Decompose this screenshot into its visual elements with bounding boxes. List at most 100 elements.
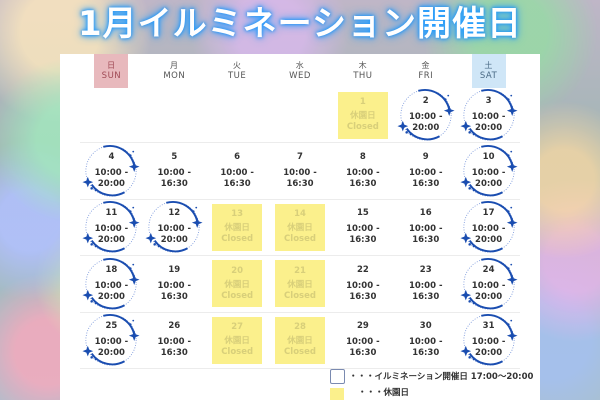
- day-cell-open: 9 10:00 -16:30: [394, 143, 457, 199]
- day-line2: Closed: [284, 234, 316, 245]
- day-content: 2 10:00 -20:00: [397, 88, 455, 142]
- day-line1: 休園日: [224, 279, 250, 290]
- empty-day-cell: [206, 88, 269, 142]
- weekday-jp: 水: [295, 61, 305, 70]
- day-content: 13 休園日 Closed: [212, 203, 263, 251]
- day-line1: 休園日: [224, 223, 250, 234]
- day-number: 19: [168, 264, 181, 275]
- calendar-grid: 1 休園日 Closed 2 10:00 -20:00 3 10:00 -20:00 4 10:…: [80, 88, 520, 369]
- weekday-en: WED: [289, 71, 311, 81]
- day-cell-open: 8 10:00 -16:30: [331, 143, 394, 199]
- day-number: 5: [171, 151, 178, 162]
- day-content: 7 10:00 -16:30: [273, 144, 327, 198]
- calendar-week: 1 休園日 Closed 2 10:00 -20:00 3 10:00 -20:00: [80, 88, 520, 143]
- day-line2: 16:30: [349, 291, 377, 302]
- day-content: 20 休園日 Closed: [212, 260, 263, 308]
- day-line2: 20:00: [475, 178, 503, 189]
- weekday-mon: 月 MON: [143, 54, 206, 88]
- day-cell-closed: 27 休園日 Closed: [206, 313, 269, 369]
- weekday-thu: 木 THU: [331, 54, 394, 88]
- day-content: 8 10:00 -16:30: [336, 144, 390, 198]
- legend-closed: ・・・休園日: [330, 384, 533, 400]
- day-line2: 20:00: [475, 123, 503, 133]
- day-line1: 10:00 -: [471, 112, 506, 122]
- day-number: 3: [485, 96, 492, 106]
- weekday-en: SUN: [101, 71, 122, 81]
- day-number: 8: [359, 151, 366, 162]
- day-cell-illumination: 11 10:00 -20:00: [80, 200, 143, 256]
- day-cell-illumination: 3 10:00 -20:00: [457, 88, 520, 142]
- weekday-jp: 木: [358, 61, 368, 70]
- day-line1: 10:00 -: [94, 224, 129, 235]
- day-line1: 休園日: [287, 336, 313, 347]
- legend-closed-label: ・・・休園日: [358, 388, 410, 398]
- weekday-en: SAT: [479, 71, 498, 81]
- day-cell-closed: 1 休園日 Closed: [331, 88, 394, 142]
- day-content: 25 10:00 -20:00: [82, 313, 140, 367]
- day-content: 15 10:00 -16:30: [336, 200, 390, 254]
- day-cell-open: 16 10:00 -16:30: [394, 200, 457, 256]
- day-line1: 10:00 -: [220, 167, 254, 178]
- weekday-jp: 火: [232, 61, 242, 70]
- day-number: 9: [422, 151, 429, 162]
- day-cell-open: 7 10:00 -16:30: [269, 143, 332, 199]
- day-content: 17 10:00 -20:00: [460, 200, 518, 254]
- day-cell-open: 29 10:00 -16:30: [331, 313, 394, 369]
- legend: ・・・イルミネーション開催日 17:00〜20:00 ・・・休園日: [330, 368, 533, 400]
- day-line2: 16:30: [412, 348, 440, 359]
- day-cell-illumination: 2 10:00 -20:00: [394, 88, 457, 142]
- day-content: 3 10:00 -20:00: [460, 88, 518, 142]
- day-cell-illumination: 12 10:00 -20:00: [143, 200, 206, 256]
- day-number: 20: [231, 265, 244, 276]
- day-content: 31 10:00 -20:00: [460, 313, 518, 367]
- day-cell-illumination: 17 10:00 -20:00: [457, 200, 520, 256]
- calendar-panel: 日 SUN 月 MON 火 TUE 水 WED 木 THU 金 FRI 土 SAT 1 休園日 C…: [60, 54, 540, 400]
- day-line1: 休園日: [350, 111, 376, 121]
- calendar-week: 11 10:00 -20:00 12 10:00 -20:00 13 休園日 Closed 1…: [80, 200, 520, 256]
- weekday-en: FRI: [418, 71, 434, 81]
- day-number: 7: [297, 151, 303, 162]
- empty-day-cell: [269, 88, 332, 142]
- day-cell-closed: 21 休園日 Closed: [269, 256, 332, 312]
- day-cell-illumination: 24 10:00 -20:00: [457, 256, 520, 312]
- day-line1: 10:00 -: [471, 280, 506, 291]
- calendar-week: 4 10:00 -20:00 5 10:00 -16:30 6 10:00 -16:30 7…: [80, 143, 520, 200]
- day-number: 14: [294, 209, 306, 220]
- day-line2: 20:00: [160, 235, 188, 246]
- weekday-jp: 月: [170, 61, 179, 70]
- weekday-fri: 金 FRI: [394, 54, 457, 88]
- day-cell-open: 26 10:00 -16:30: [143, 313, 206, 369]
- day-cell-illumination: 18 10:00 -20:00: [80, 256, 143, 312]
- closed-swatch-icon: [330, 387, 344, 400]
- day-number: 15: [356, 208, 369, 219]
- day-number: 16: [419, 208, 432, 219]
- day-number: 1: [359, 97, 366, 107]
- day-number: 18: [105, 264, 118, 275]
- day-content: 12 10:00 -20:00: [145, 200, 203, 254]
- day-content: 10 10:00 -20:00: [460, 144, 518, 198]
- day-number: 25: [105, 321, 118, 332]
- day-line2: 16:30: [349, 235, 377, 246]
- weekday-wed: 水 WED: [269, 54, 332, 88]
- day-line1: 10:00 -: [408, 280, 443, 291]
- day-cell-illumination: 4 10:00 -20:00: [80, 143, 143, 199]
- day-line1: 10:00 -: [346, 280, 380, 291]
- day-line2: Closed: [221, 290, 254, 301]
- day-number: 12: [168, 208, 181, 219]
- weekday-en: TUE: [227, 71, 247, 81]
- day-line2: 20:00: [97, 348, 125, 359]
- weekday-tue: 火 TUE: [206, 54, 269, 88]
- calendar: 日 SUN 月 MON 火 TUE 水 WED 木 THU 金 FRI 土 SAT 1 休園日 C…: [80, 54, 520, 369]
- day-line2: 16:30: [349, 348, 377, 359]
- day-content: 22 10:00 -16:30: [336, 257, 390, 311]
- day-content: 27 休園日 Closed: [212, 316, 263, 364]
- day-line1: 休園日: [287, 279, 313, 290]
- day-line1: 10:00 -: [408, 112, 443, 122]
- day-line1: 10:00 -: [471, 224, 506, 235]
- day-line2: 16:30: [412, 291, 440, 302]
- day-line2: 20:00: [97, 235, 125, 246]
- day-content: 4 10:00 -20:00: [82, 144, 140, 198]
- day-line2: 20:00: [475, 235, 503, 246]
- day-line1: 10:00 -: [408, 337, 443, 348]
- day-cell-closed: 28 休園日 Closed: [269, 313, 332, 369]
